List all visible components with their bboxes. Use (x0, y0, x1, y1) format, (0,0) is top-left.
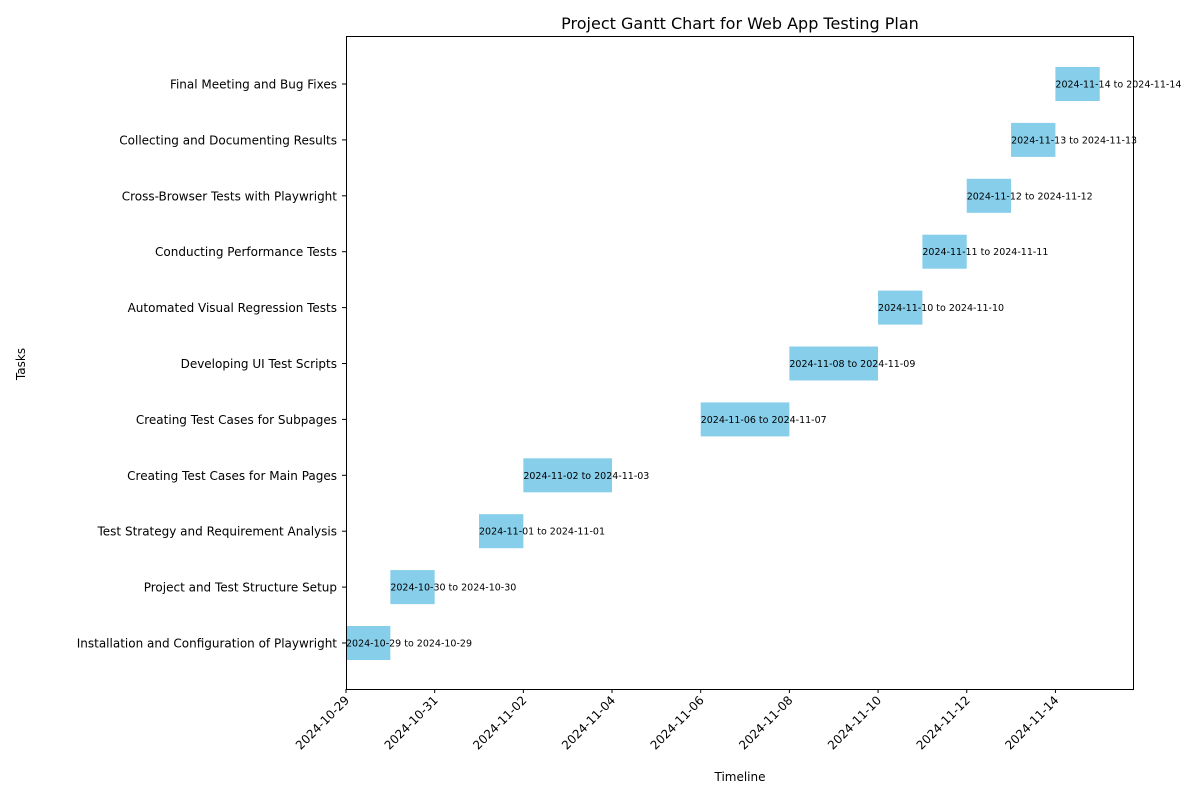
gantt-bar (523, 458, 613, 493)
x-axis-label: Timeline (713, 770, 765, 784)
gantt-bar (1011, 122, 1056, 157)
chart-title: Project Gantt Chart for Web App Testing … (561, 14, 919, 33)
gantt-bar (479, 514, 524, 549)
y-tick-label: Installation and Configuration of Playwr… (77, 637, 338, 651)
bar-label: 2024-11-08 to 2024-11-09 (789, 359, 915, 370)
x-tick-label: 2024-11-06 (648, 693, 707, 752)
x-tick-label: 2024-11-14 (1002, 693, 1061, 752)
x-tick-label: 2024-11-12 (914, 693, 973, 752)
bar-label: 2024-11-11 to 2024-11-11 (922, 247, 1048, 258)
gantt-bar (700, 402, 790, 437)
x-tick-label: 2024-11-10 (825, 693, 884, 752)
plot-frame (346, 36, 1134, 690)
y-tick-label: Final Meeting and Bug Fixes (170, 78, 337, 92)
bar-label: 2024-11-10 to 2024-11-10 (878, 303, 1004, 314)
gantt-bar (966, 178, 1012, 213)
y-tick-labels: Installation and Configuration of Playwr… (77, 78, 346, 651)
x-tick-label: 2024-10-31 (382, 693, 441, 752)
bars-group: 2024-10-29 to 2024-10-29 2024-10-30 to 20… (346, 67, 1181, 660)
x-ticks: 2024-10-29 2024-10-31 2024-11-02 2024-11-04… (293, 689, 1062, 752)
y-tick-label: Cross-Browser Tests with Playwright (122, 189, 338, 203)
x-tick-label: 2024-10-29 (293, 693, 352, 752)
y-tick-label: Automated Visual Regression Tests (128, 301, 337, 315)
bar-label: 2024-11-12 to 2024-11-12 (967, 191, 1093, 202)
y-tick-label: Project and Test Structure Setup (144, 581, 337, 595)
bar-label: 2024-11-14 to 2024-11-14 (1055, 80, 1181, 91)
gantt-bar (1055, 67, 1100, 101)
bar-label: 2024-11-02 to 2024-11-03 (523, 471, 649, 482)
x-tick-label: 2024-11-08 (736, 693, 795, 752)
y-axis-label: Tasks (14, 348, 28, 381)
bar-label: 2024-10-29 to 2024-10-29 (346, 639, 472, 650)
bar-label: 2024-11-01 to 2024-11-01 (479, 527, 605, 538)
y-tick-label: Collecting and Documenting Results (119, 133, 337, 147)
gantt-bar (346, 626, 391, 660)
bar-label: 2024-10-30 to 2024-10-30 (390, 583, 516, 594)
y-tick-label: Developing UI Test Scripts (181, 357, 337, 371)
gantt-bar (922, 234, 967, 269)
y-tick-label: Test Strategy and Requirement Analysis (97, 525, 338, 539)
y-tick-label: Creating Test Cases for Subpages (136, 413, 337, 427)
gantt-bar (390, 570, 435, 605)
x-tick-label: 2024-11-04 (559, 693, 618, 752)
y-tick-label: Conducting Performance Tests (155, 245, 337, 259)
gantt-bar (789, 346, 879, 381)
x-tick-label: 2024-11-02 (470, 693, 529, 752)
gantt-bar (878, 290, 923, 325)
bar-label: 2024-11-06 to 2024-11-07 (701, 415, 827, 426)
y-tick-label: Creating Test Cases for Main Pages (127, 469, 337, 483)
bar-label: 2024-11-13 to 2024-11-13 (1011, 135, 1137, 146)
